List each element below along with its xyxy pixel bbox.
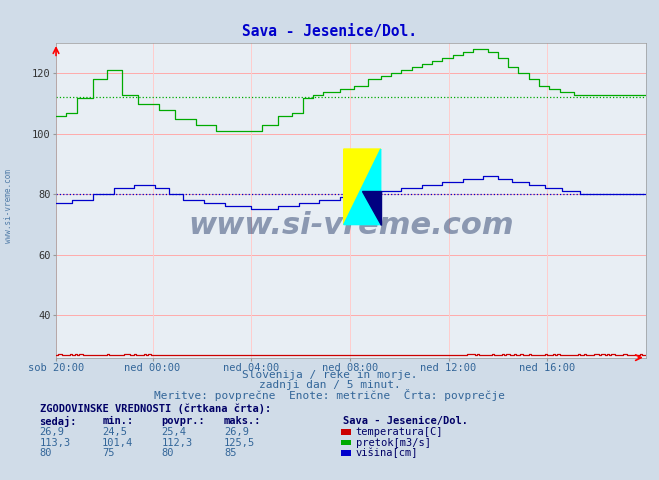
Text: pretok[m3/s]: pretok[m3/s] — [356, 438, 431, 447]
Text: 26,9: 26,9 — [40, 427, 65, 437]
Polygon shape — [344, 149, 381, 225]
Text: temperatura[C]: temperatura[C] — [356, 427, 444, 437]
Text: Sava - Jesenice/Dol.: Sava - Jesenice/Dol. — [343, 417, 468, 426]
Text: višina[cm]: višina[cm] — [356, 448, 418, 458]
Text: sedaj:: sedaj: — [40, 416, 77, 427]
Polygon shape — [362, 191, 381, 225]
Text: www.si-vreme.com: www.si-vreme.com — [188, 211, 514, 240]
Text: 101,4: 101,4 — [102, 438, 133, 447]
Polygon shape — [344, 149, 381, 225]
Text: 85: 85 — [224, 448, 237, 458]
Text: 75: 75 — [102, 448, 115, 458]
Text: 112,3: 112,3 — [161, 438, 192, 447]
Text: Meritve: povprečne  Enote: metrične  Črta: povprečje: Meritve: povprečne Enote: metrične Črta:… — [154, 389, 505, 400]
Text: ZGODOVINSKE VREDNOSTI (črtkana črta):: ZGODOVINSKE VREDNOSTI (črtkana črta): — [40, 404, 271, 414]
Text: 113,3: 113,3 — [40, 438, 71, 447]
Text: 24,5: 24,5 — [102, 427, 127, 437]
Text: Slovenija / reke in morje.: Slovenija / reke in morje. — [242, 371, 417, 380]
Text: Sava - Jesenice/Dol.: Sava - Jesenice/Dol. — [242, 24, 417, 39]
Text: 125,5: 125,5 — [224, 438, 255, 447]
Text: www.si-vreme.com: www.si-vreme.com — [4, 169, 13, 243]
Text: 25,4: 25,4 — [161, 427, 186, 437]
Text: 26,9: 26,9 — [224, 427, 249, 437]
Text: maks.:: maks.: — [224, 417, 262, 426]
Text: min.:: min.: — [102, 417, 133, 426]
Text: povpr.:: povpr.: — [161, 417, 205, 426]
Text: 80: 80 — [40, 448, 52, 458]
Text: 80: 80 — [161, 448, 174, 458]
Text: zadnji dan / 5 minut.: zadnji dan / 5 minut. — [258, 380, 401, 390]
